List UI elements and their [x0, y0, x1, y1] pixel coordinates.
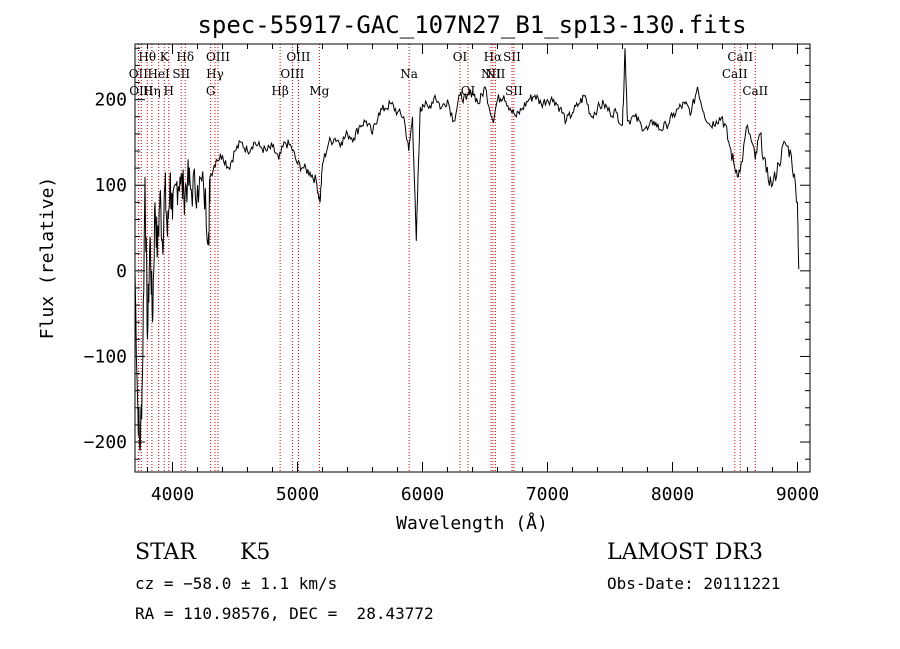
spectral-line-label: CaII	[722, 67, 748, 81]
spectral-line-label: CaII	[742, 84, 768, 98]
spectral-line-label: Hβ	[271, 84, 288, 98]
ra-dec: RA = 110.98576, DEC = 28.43772	[135, 604, 434, 623]
y-tick-label: 200	[94, 90, 127, 111]
x-tick-label: 7000	[526, 484, 569, 505]
spectral-line-label: Hγ	[206, 67, 224, 81]
x-tick-label: 6000	[401, 484, 444, 505]
star-class: STAR	[135, 540, 196, 565]
spectral-line-label: OIII	[286, 50, 310, 64]
spectral-line-label: OIII	[280, 67, 304, 81]
spectral-line-label: SII	[505, 84, 523, 98]
x-tick-label: 9000	[776, 484, 819, 505]
spectral-line-label: NII	[485, 67, 505, 81]
spectral-line-label: Hα	[484, 50, 503, 64]
spectral-line-label: Hδ	[176, 50, 194, 64]
spectral-line-label: HeI	[147, 67, 170, 81]
x-axis: 4000 5000 6000 7000 8000 9000	[147, 44, 819, 505]
spectral-line-label: OI	[453, 50, 468, 64]
y-axis-label: Flux (relative)	[37, 177, 58, 340]
obs-date: Obs-Date: 20111221	[607, 574, 781, 593]
flux-series	[134, 48, 800, 451]
y-tick-label: −200	[84, 432, 127, 453]
x-tick-label: 5000	[276, 484, 319, 505]
y-tick-label: −100	[84, 346, 127, 367]
star-subclass: K5	[240, 540, 271, 565]
survey-name: LAMOST DR3	[607, 540, 763, 565]
spectral-line-label: OIII	[206, 50, 230, 64]
chart-title: spec-55917-GAC_107N27_B1_sp13-130.fits	[197, 11, 746, 39]
x-tick-label: 8000	[651, 484, 694, 505]
redshift-cz: cz = −58.0 ± 1.1 km/s	[135, 574, 338, 593]
spectral-line-label: SII	[172, 67, 190, 81]
flux-line	[134, 48, 800, 451]
spectral-line-label: Na	[400, 67, 418, 81]
plot-frame	[134, 43, 811, 473]
y-axis: −200 −100 0 100 200	[84, 47, 810, 460]
spectral-line-label: K	[160, 50, 170, 64]
y-tick-label: 100	[94, 175, 127, 196]
y-tick-label: 0	[116, 261, 127, 282]
spectral-line-label: G	[206, 84, 216, 98]
spectral-line-label: Mg	[309, 84, 329, 98]
spectral-line-label: SII	[503, 50, 521, 64]
spectral-line-label: Hη	[143, 84, 161, 98]
x-tick-label: 4000	[151, 484, 194, 505]
spectral-line-label: CaII	[727, 50, 753, 64]
spectral-line-label: OII	[129, 67, 149, 81]
x-axis-label: Wavelength (Å)	[396, 512, 548, 534]
spectral-line-label: NII	[481, 67, 501, 81]
spectral-line-label: H	[164, 84, 174, 98]
